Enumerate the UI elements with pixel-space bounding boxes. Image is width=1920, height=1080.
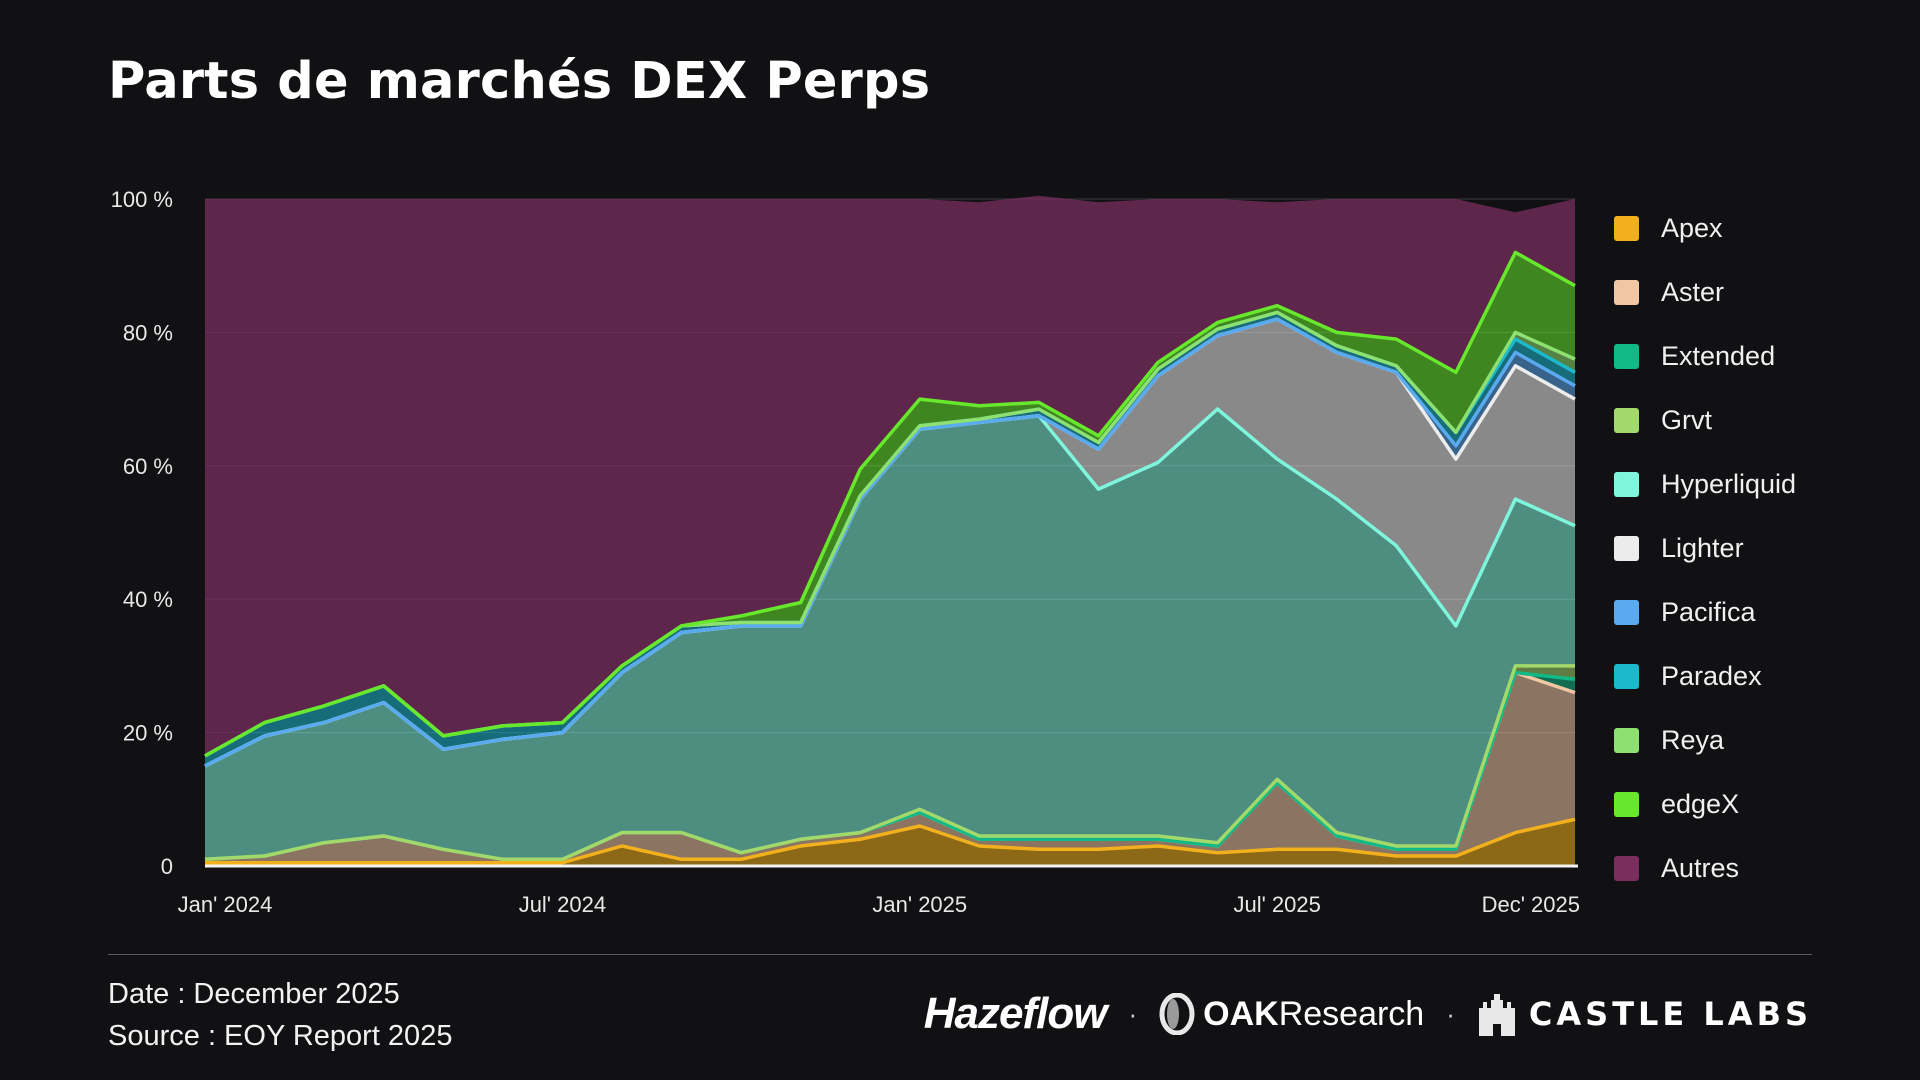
research-text: Research: [1278, 994, 1425, 1033]
line-grvt: [204, 664, 1575, 862]
legend-swatch-paradex: [1614, 663, 1639, 689]
x-tick-label-2024-01: Jan' 2024: [178, 892, 273, 917]
legend-item-lighter: Lighter: [1614, 516, 1796, 580]
brand-logos: Hazeflow · OAKResearch · CASTLE LABS: [924, 986, 1812, 1042]
y-tick-label-60: 60 %: [123, 454, 173, 479]
legend-swatch-apex: [1614, 215, 1639, 241]
legend-swatch-edgex: [1614, 791, 1639, 817]
legend-item-reya: Reya: [1614, 708, 1796, 772]
legend-item-autres: Autres: [1614, 836, 1796, 900]
legend-label-autres: Autres: [1661, 852, 1740, 883]
logo-separator-2: ·: [1446, 998, 1455, 1029]
stacked-area-chart: 0 20 % 40 % 60 % 80 % 100 % Jan' 2024 Jul' 2024…: [111, 187, 1580, 917]
legend-label-extended: Extended: [1661, 340, 1776, 371]
castle-icon: [1478, 994, 1515, 1036]
x-tick-label-2025-12: Dec' 2025: [1482, 892, 1580, 917]
y-tick-label-80: 80 %: [123, 320, 173, 345]
area-aster: [205, 672, 1575, 863]
x-tick-label-2025-07: Jul' 2025: [1233, 892, 1320, 917]
legend-item-edgex: edgeX: [1614, 772, 1796, 836]
legend-label-edgex: edgeX: [1661, 788, 1740, 819]
logo-separator: ·: [1128, 998, 1138, 1029]
legend-label-aster: Aster: [1661, 276, 1725, 307]
legend-swatch-aster: [1614, 279, 1639, 305]
x-tick-label-2024-07: Jul' 2024: [519, 892, 606, 917]
oak-ring-icon: [1159, 993, 1195, 1035]
chart-legend: Apex Aster Extended Grvt Hyperliquid Lighter P…: [1614, 196, 1796, 900]
area-apex: [205, 819, 1575, 866]
page-title: Parts de marchés DEX Perps: [108, 52, 931, 111]
area-hyperliquid: [205, 409, 1575, 860]
legend-item-extended: Extended: [1614, 324, 1796, 388]
x-tick-label-2025-01: Jan' 2025: [872, 892, 967, 917]
legend-label-apex: Apex: [1661, 212, 1723, 243]
line-apex: [205, 817, 1576, 865]
legend-swatch-hyperliquid: [1614, 471, 1639, 497]
legend-label-paradex: Paradex: [1661, 660, 1762, 691]
y-tick-label-100: 100 %: [111, 187, 173, 212]
legend-swatch-reya: [1614, 727, 1639, 753]
legend-label-lighter: Lighter: [1661, 532, 1744, 563]
legend-label-pacifica: Pacifica: [1661, 596, 1756, 627]
oak-text: OAK: [1203, 994, 1279, 1033]
footer-source: Source : EOY Report 2025: [108, 1020, 453, 1052]
y-tick-label-40: 40 %: [123, 587, 173, 612]
oak-research-logo: OAKResearch: [1159, 993, 1424, 1035]
legend-item-aster: Aster: [1614, 260, 1796, 324]
legend-swatch-extended: [1614, 343, 1639, 369]
legend-swatch-lighter: [1614, 535, 1639, 561]
line-edgex: [204, 250, 1576, 758]
legend-item-apex: Apex: [1614, 196, 1796, 260]
legend-item-paradex: Paradex: [1614, 644, 1796, 708]
legend-item-grvt: Grvt: [1614, 388, 1796, 452]
castle-labs-text: CASTLE LABS: [1528, 995, 1812, 1033]
legend-swatch-autres: [1614, 855, 1639, 881]
castle-labs-logo: CASTLE LABS: [1477, 992, 1812, 1036]
line-pacifica: [204, 317, 1576, 768]
legend-item-pacifica: Pacifica: [1614, 580, 1796, 644]
footer-date: Date : December 2025: [108, 978, 400, 1010]
legend-swatch-grvt: [1614, 407, 1639, 433]
area-autres: [205, 195, 1575, 756]
legend-swatch-pacifica: [1614, 599, 1639, 625]
y-tick-label-0: 0: [161, 854, 173, 879]
hazeflow-logo: Hazeflow: [923, 989, 1108, 1038]
legend-label-hyperliquid: Hyperliquid: [1661, 468, 1797, 499]
footer-divider: [108, 954, 1812, 955]
y-tick-label-20: 20 %: [123, 721, 173, 746]
legend-label-grvt: Grvt: [1661, 404, 1712, 435]
legend-item-hyperliquid: Hyperliquid: [1614, 452, 1796, 516]
legend-label-reya: Reya: [1661, 724, 1725, 755]
